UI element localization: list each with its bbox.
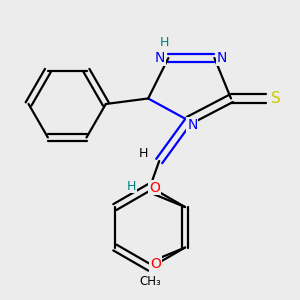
Text: N: N — [187, 118, 197, 132]
Text: H: H — [139, 147, 148, 160]
Text: O: O — [150, 257, 161, 271]
Text: N: N — [155, 51, 166, 65]
Text: H: H — [127, 180, 136, 193]
Text: N: N — [217, 51, 227, 65]
Text: H: H — [160, 36, 169, 49]
Text: CH₃: CH₃ — [139, 275, 161, 288]
Text: S: S — [272, 91, 281, 106]
Text: O: O — [149, 181, 160, 194]
